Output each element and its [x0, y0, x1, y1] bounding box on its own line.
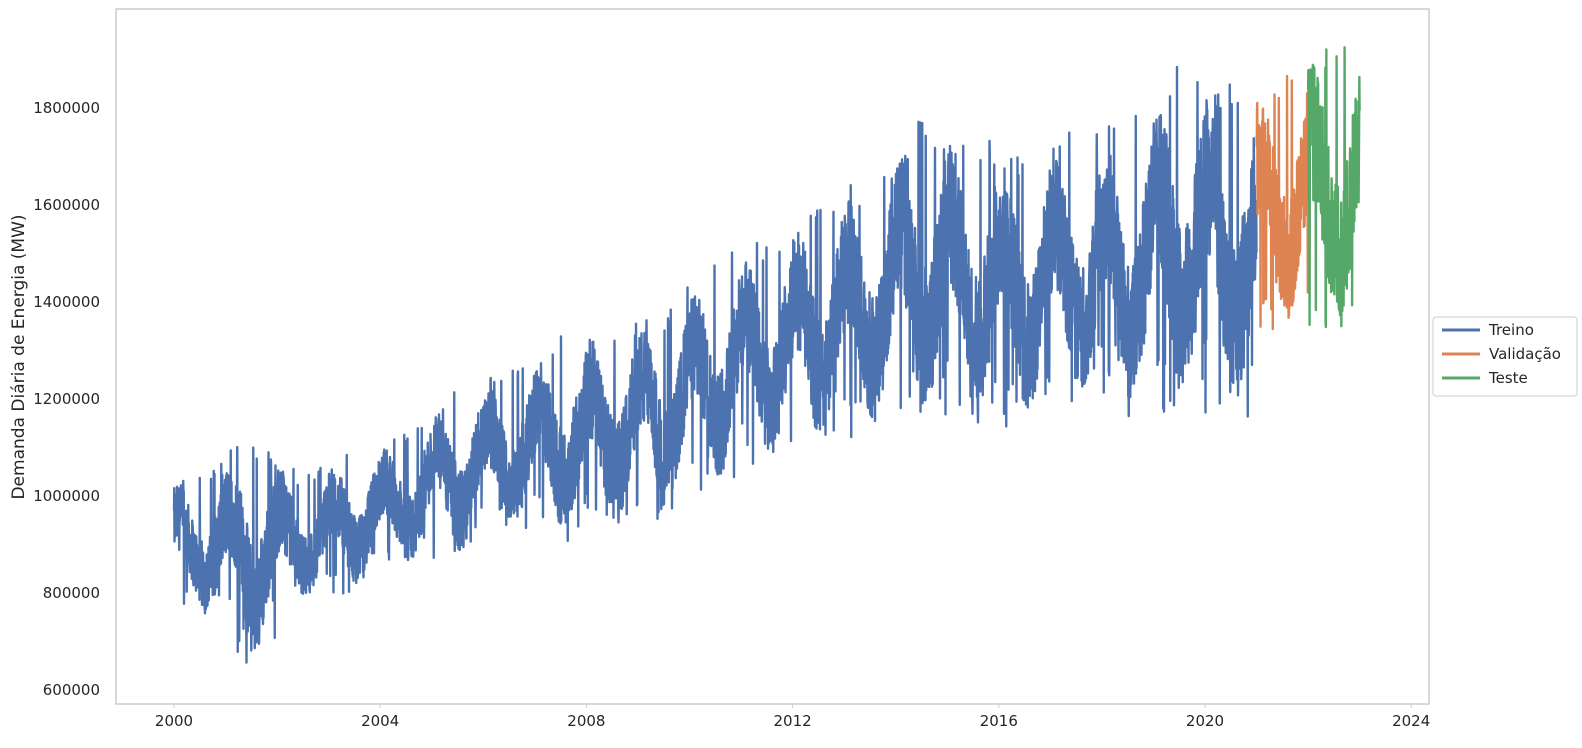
series-line-teste [1306, 46, 1361, 329]
y-tick-label: 1800000 [33, 99, 100, 117]
x-tick-label: 2000 [155, 712, 193, 730]
plot-frame [115, 8, 1430, 705]
y-axis-label: Demanda Diária de Energia (MW) [9, 214, 29, 499]
x-tick-label: 2008 [567, 712, 605, 730]
y-tick-label: 600000 [43, 681, 100, 699]
y-tick-label: 1200000 [33, 390, 100, 408]
series-line-validação [1255, 74, 1310, 331]
legend-label: Validação [1489, 345, 1561, 363]
x-tick-label: 2024 [1392, 712, 1430, 730]
x-tick-label: 2012 [774, 712, 812, 730]
y-tick-label: 1400000 [33, 293, 100, 311]
y-tick-label: 1600000 [33, 196, 100, 214]
legend-box [1432, 316, 1578, 397]
y-tick-label: 1000000 [33, 487, 100, 505]
x-tick-label: 2016 [980, 712, 1018, 730]
x-tick-label: 2020 [1186, 712, 1224, 730]
legend: Treino Validação Teste [1432, 316, 1578, 397]
y-tick-label: 800000 [43, 584, 100, 602]
x-tick-label: 2004 [361, 712, 399, 730]
legend-label: Teste [1488, 369, 1528, 387]
legend-label: Treino [1488, 321, 1534, 339]
series-line-treino [172, 65, 1258, 664]
